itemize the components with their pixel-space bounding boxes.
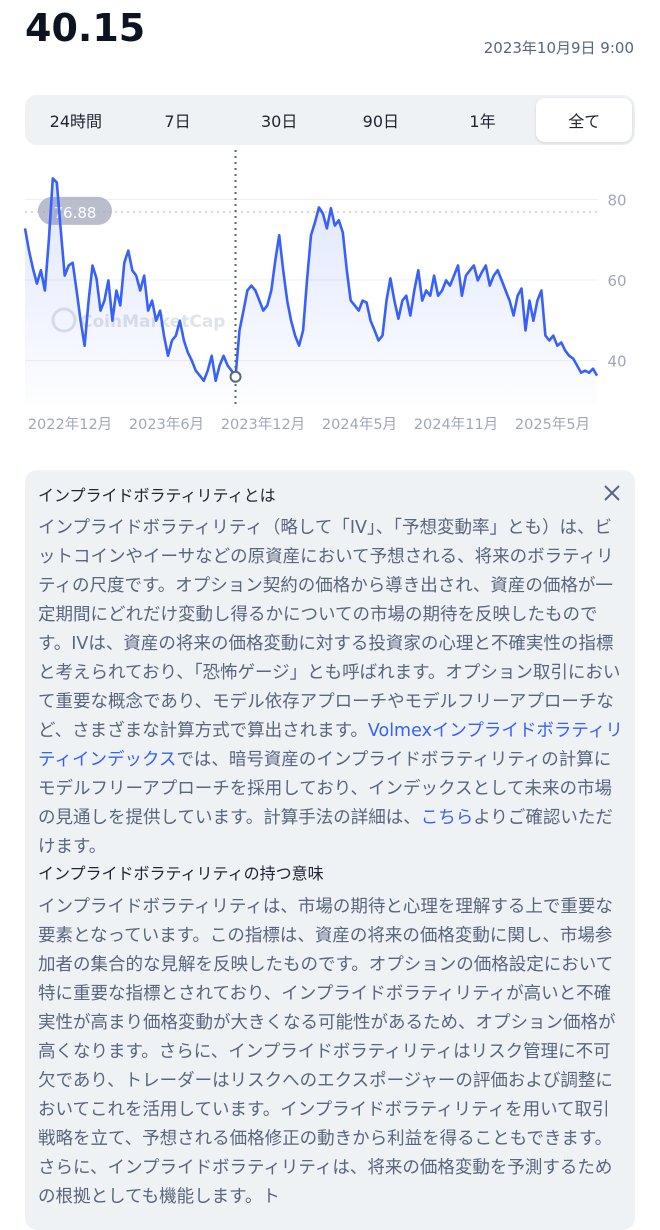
timestamp: 2023年10月9日 9:00	[483, 39, 634, 57]
line	[23, 177, 599, 383]
text: インプライドボラティリティ（略して「IV」、「予想変動率」とも）は、ビットコイン…	[38, 518, 621, 741]
link[interactable]: Volmexインプライドボラティリティインデックス	[38, 721, 623, 770]
cursor-point	[229, 370, 242, 383]
info-card: インプライドボラティリティとは インプライドボラティリティ（略して「IV」、「予…	[25, 470, 635, 1230]
close-button[interactable]	[603, 484, 621, 502]
range-tab[interactable]: 7日	[164, 112, 191, 131]
x-tick-label: 2024年11月	[414, 416, 498, 433]
area	[25, 178, 597, 405]
x-tick-label: 2023年6月	[129, 416, 204, 433]
info-heading: インプライドボラティリティの持つ意味	[38, 864, 324, 883]
text: では、暗号資産のインプライドボラティリティの計算にモデルフリーアプローチを採用し…	[38, 750, 612, 828]
reference-label: 76.88	[54, 204, 97, 222]
info-title: インプライドボラティリティとは	[38, 486, 276, 505]
range-tab[interactable]: 30日	[260, 112, 298, 131]
range-tab[interactable]: 24時間	[49, 112, 103, 131]
y-tick-label: 80	[607, 191, 626, 209]
current-value: 40.15	[25, 6, 146, 50]
x-tick-label: 2022年12月	[28, 416, 112, 433]
link[interactable]: こちら	[420, 808, 474, 828]
screen: 40.15 2023年10月9日 9:00 24時間 7日 30日 90日 1年 全て 4…	[23, 6, 635, 1230]
chart: 40 60 80 2022年12月 2023年6月 2023年12月 2024年5月 2024…	[23, 150, 627, 433]
info-paragraph: インプライドボラティリティは、市場の期待と心理を理解する上で重要な要素となってい…	[38, 897, 616, 1207]
range-tab[interactable]: 1年	[469, 112, 496, 131]
range-tab[interactable]: 90日	[362, 112, 400, 131]
x-tick-label: 2024年5月	[322, 416, 397, 433]
range-tab[interactable]: 全て	[536, 98, 633, 142]
y-tick-label: 60	[607, 272, 626, 290]
y-tick-label: 40	[607, 353, 626, 371]
x-tick-label: 2023年12月	[221, 416, 305, 433]
text: よりご確認いただけます。	[38, 808, 613, 857]
range-tabs: 24時間 7日 30日 90日 1年 全て	[25, 95, 635, 145]
x-tick-label: 2025年5月	[515, 416, 590, 433]
info-paragraph: インプライドボラティリティ（略して「IV」、「予想変動率」とも）は、ビットコイン…	[38, 514, 626, 862]
